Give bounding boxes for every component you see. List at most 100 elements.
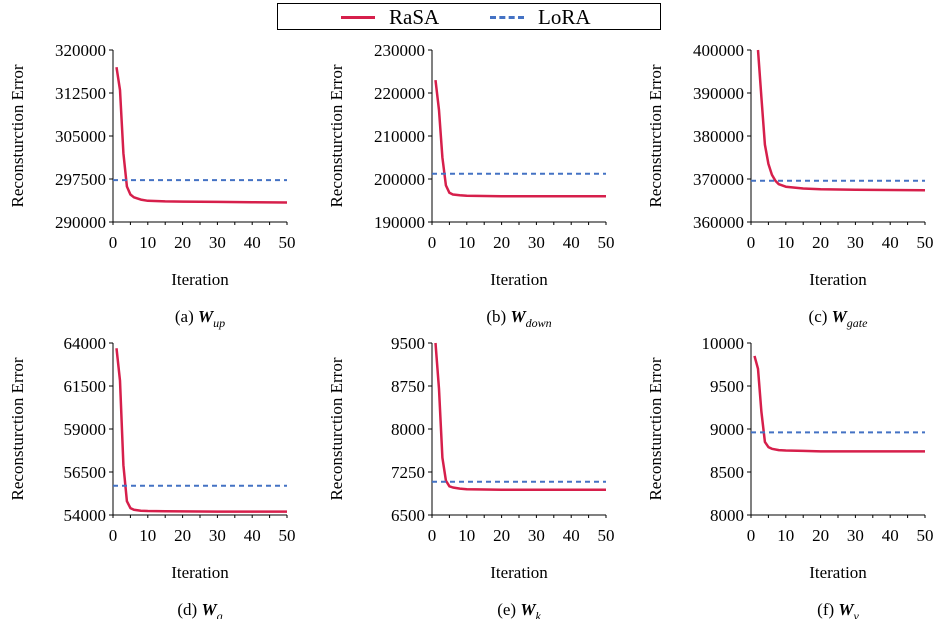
x-tick-label: 20 — [174, 526, 191, 545]
y-tick-label: 9500 — [391, 334, 425, 353]
x-tick-label: 10 — [139, 526, 156, 545]
panel-caption: (b) Wdown — [486, 307, 551, 330]
panel-caption: (f) Wv — [817, 600, 859, 619]
x-tick-label: 20 — [812, 526, 829, 545]
y-tick-label: 7250 — [391, 463, 425, 482]
x-tick-label: 50 — [279, 526, 296, 545]
y-tick-label: 220000 — [374, 84, 425, 103]
series-line-rasa — [115, 348, 287, 513]
x-tick-label: 30 — [528, 526, 545, 545]
x-tick-label: 20 — [493, 233, 510, 252]
x-tick-label: 40 — [563, 526, 580, 545]
x-tick-label: 30 — [209, 526, 226, 545]
y-tick-label: 9500 — [710, 377, 744, 396]
x-tick-label: 50 — [598, 233, 615, 252]
x-tick-label: 20 — [493, 526, 510, 545]
x-tick-label: 50 — [598, 526, 615, 545]
y-axis-title: Reconsturction Error — [8, 64, 27, 207]
y-tick-label: 400000 — [693, 41, 744, 60]
x-tick-label: 10 — [777, 526, 794, 545]
legend: RaSA LoRA — [277, 3, 661, 30]
y-tick-label: 290000 — [55, 213, 106, 232]
y-tick-label: 200000 — [374, 170, 425, 189]
x-tick-label: 20 — [174, 233, 191, 252]
x-tick-label: 50 — [279, 233, 296, 252]
y-tick-label: 8750 — [391, 377, 425, 396]
y-tick-label: 64000 — [64, 334, 107, 353]
x-tick-label: 40 — [563, 233, 580, 252]
x-tick-label: 10 — [139, 233, 156, 252]
panel-caption: (a) Wup — [175, 307, 225, 330]
y-axis-title: Reconsturction Error — [8, 357, 27, 500]
series-line-rasa — [115, 67, 288, 204]
y-tick-label: 9000 — [710, 420, 744, 439]
y-tick-label: 390000 — [693, 84, 744, 103]
y-axis-title: Reconsturction Error — [646, 64, 665, 207]
panel-caption: (c) Wgate — [809, 307, 869, 330]
chart-panel-5: 8000 8500 9000 9500 10000 0 10 20 30 40 50 Iteratio… — [646, 334, 934, 619]
x-tick-label: 0 — [109, 526, 118, 545]
y-tick-label: 8500 — [710, 463, 744, 482]
x-tick-label: 0 — [428, 233, 437, 252]
y-tick-label: 370000 — [693, 170, 744, 189]
x-tick-label: 30 — [847, 526, 864, 545]
legend-item-lora: LoRA — [490, 4, 591, 31]
x-tick-label: 50 — [917, 526, 934, 545]
x-axis-title: Iteration — [809, 270, 867, 289]
x-tick-label: 0 — [109, 233, 118, 252]
panel-caption: (d) Wq — [177, 600, 222, 619]
x-tick-label: 10 — [458, 233, 475, 252]
y-tick-label: 305000 — [55, 127, 106, 146]
y-tick-label: 6500 — [391, 506, 425, 525]
x-tick-label: 0 — [747, 233, 756, 252]
x-tick-label: 40 — [882, 233, 899, 252]
x-tick-label: 50 — [917, 233, 934, 252]
x-axis-title: Iteration — [490, 563, 548, 582]
y-tick-label: 54000 — [64, 506, 107, 525]
x-tick-label: 0 — [428, 526, 437, 545]
y-axis-title: Reconsturction Error — [327, 64, 346, 207]
y-axis-title: Reconsturction Error — [327, 357, 346, 500]
x-axis-title: Iteration — [171, 270, 229, 289]
x-tick-label: 10 — [777, 233, 794, 252]
y-tick-label: 61500 — [64, 377, 107, 396]
chart-panel-0: 290000 297500 305000 312500 320000 0 10 20 30 40 5… — [8, 41, 296, 330]
chart-panel-4: 6500 7250 8000 8750 9500 0 10 20 30 40 50 Iteration… — [327, 334, 615, 619]
y-axis-title: Reconsturction Error — [646, 357, 665, 500]
x-tick-label: 30 — [528, 233, 545, 252]
chart-panel-1: 190000 200000 210000 220000 230000 0 10 20 30 40 5… — [327, 41, 615, 330]
x-tick-label: 20 — [812, 233, 829, 252]
y-tick-label: 190000 — [374, 213, 425, 232]
x-tick-label: 40 — [244, 526, 261, 545]
y-tick-label: 8000 — [710, 506, 744, 525]
y-tick-label: 380000 — [693, 127, 744, 146]
y-tick-label: 210000 — [374, 127, 425, 146]
series-line-rasa — [756, 49, 926, 192]
x-tick-label: 0 — [747, 526, 756, 545]
legend-swatch-lora — [490, 16, 524, 19]
legend-swatch-rasa — [341, 16, 375, 19]
y-tick-label: 230000 — [374, 41, 425, 60]
legend-label-lora: LoRA — [538, 5, 591, 29]
y-tick-label: 59000 — [64, 420, 107, 439]
x-tick-label: 30 — [209, 233, 226, 252]
series-line-rasa — [753, 355, 925, 453]
x-axis-title: Iteration — [809, 563, 867, 582]
x-tick-label: 10 — [458, 526, 475, 545]
y-tick-label: 320000 — [55, 41, 106, 60]
chart-panel-2: 360000 370000 380000 390000 400000 0 10 20 30 40 5… — [646, 41, 934, 330]
x-tick-label: 30 — [847, 233, 864, 252]
x-tick-label: 40 — [882, 526, 899, 545]
y-tick-label: 360000 — [693, 213, 744, 232]
panel-caption: (e) Wk — [497, 600, 541, 619]
series-line-rasa — [434, 79, 606, 198]
x-axis-title: Iteration — [490, 270, 548, 289]
legend-item-rasa: RaSA — [341, 4, 439, 31]
y-tick-label: 8000 — [391, 420, 425, 439]
x-axis-title: Iteration — [171, 563, 229, 582]
y-tick-label: 297500 — [55, 170, 106, 189]
y-tick-label: 312500 — [55, 84, 106, 103]
chart-panel-3: 54000 56500 59000 61500 64000 0 10 20 30 40 50 Iter… — [8, 334, 296, 619]
